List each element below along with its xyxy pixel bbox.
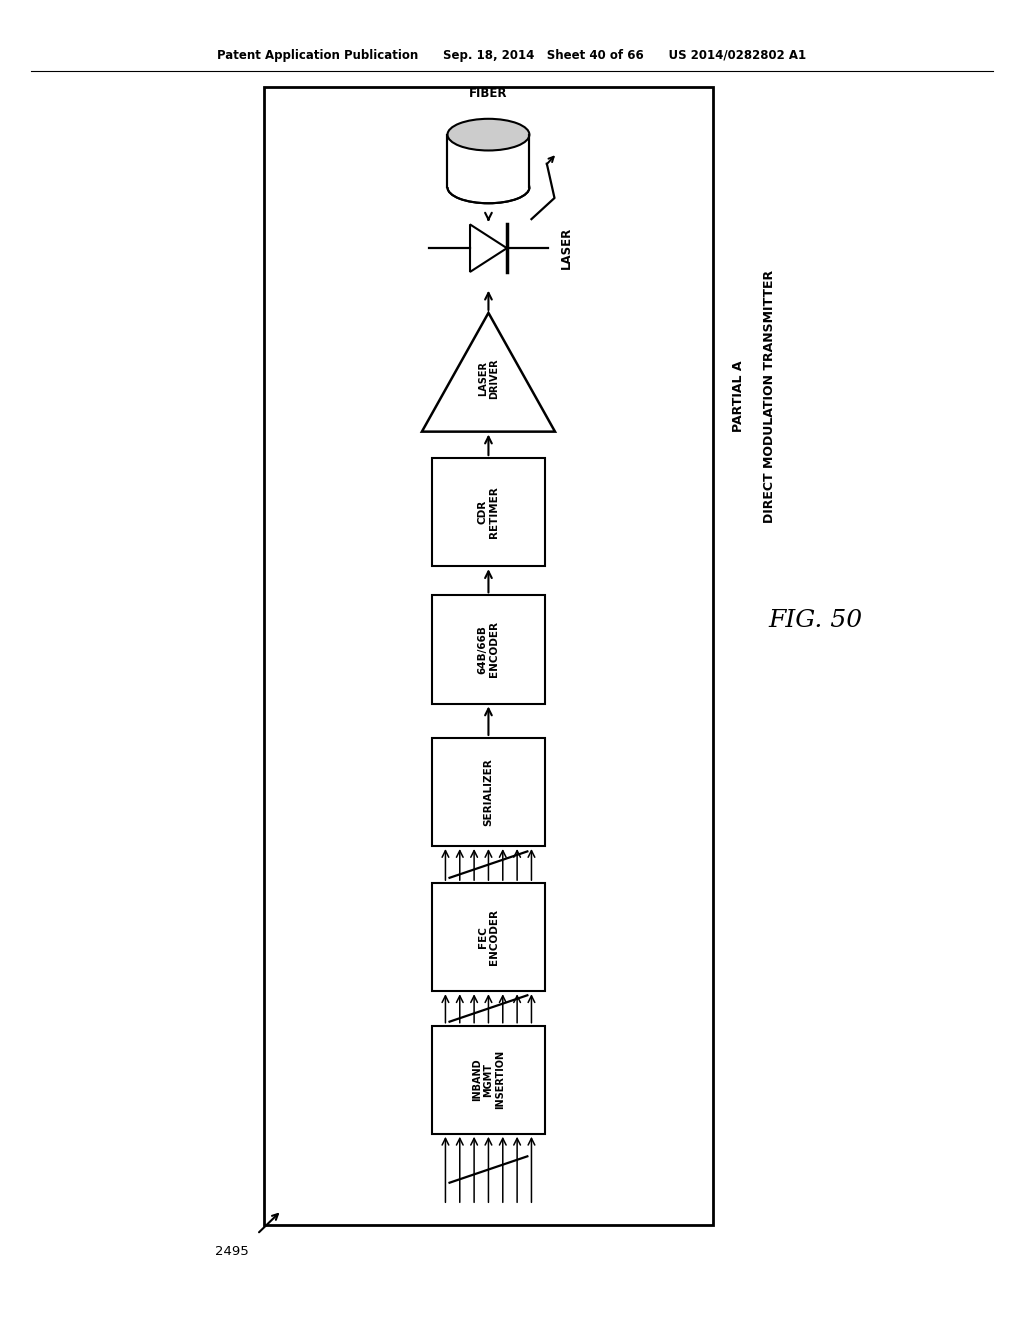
Bar xyxy=(432,738,545,846)
Polygon shape xyxy=(422,313,555,432)
Text: FIBER: FIBER xyxy=(469,87,508,100)
Text: INBAND
MGMT
INSERTION: INBAND MGMT INSERTION xyxy=(472,1051,505,1109)
Ellipse shape xyxy=(447,119,529,150)
Bar xyxy=(432,595,545,704)
Bar xyxy=(432,458,545,566)
Text: CDR
RETIMER: CDR RETIMER xyxy=(477,486,500,539)
Text: LASER: LASER xyxy=(560,227,573,269)
Bar xyxy=(432,1026,545,1134)
Text: 2495: 2495 xyxy=(215,1245,249,1258)
Text: 64B/66B
ENCODER: 64B/66B ENCODER xyxy=(477,622,500,677)
Polygon shape xyxy=(470,224,507,272)
Bar xyxy=(447,135,529,187)
Text: FIG. 50: FIG. 50 xyxy=(768,609,862,632)
Text: DIRECT MODULATION TRANSMITTER: DIRECT MODULATION TRANSMITTER xyxy=(763,269,775,523)
Text: Patent Application Publication      Sep. 18, 2014   Sheet 40 of 66      US 2014/: Patent Application Publication Sep. 18, … xyxy=(217,49,807,62)
Text: FEC
ENCODER: FEC ENCODER xyxy=(477,909,500,965)
Text: LASER
DRIVER: LASER DRIVER xyxy=(477,359,500,399)
Text: SERIALIZER: SERIALIZER xyxy=(483,758,494,826)
Text: PARTIAL A: PARTIAL A xyxy=(732,360,744,432)
Bar xyxy=(264,87,713,1225)
Bar xyxy=(432,883,545,991)
